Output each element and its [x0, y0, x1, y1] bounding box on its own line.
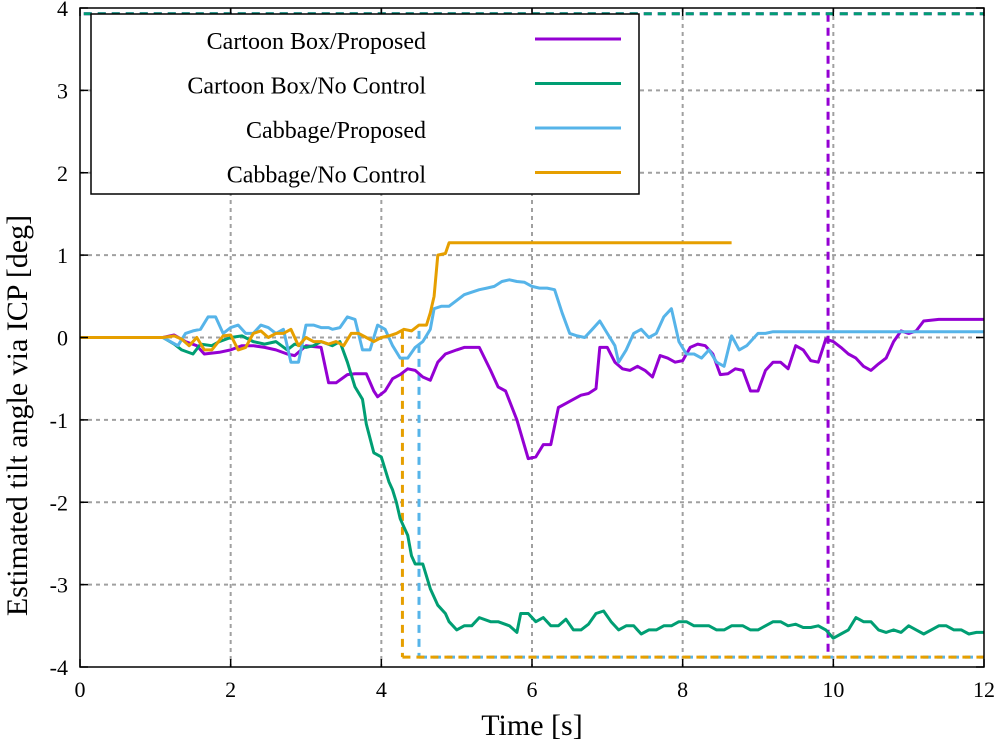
y-tick-label: -1	[50, 408, 68, 433]
x-tick-label: 6	[527, 677, 538, 702]
x-axis-title: Time [s]	[481, 709, 582, 741]
y-tick-label: -3	[50, 573, 68, 598]
x-tick-label: 4	[376, 677, 387, 702]
legend-label: Cartoon Box/Proposed	[207, 29, 426, 55]
series-line-3	[80, 241, 732, 352]
y-axis-title: Estimated tilt angle via ICP [deg]	[1, 215, 34, 616]
y-tick-label: 0	[57, 326, 68, 351]
series-line-1	[80, 334, 984, 640]
y-tick-label: -4	[50, 655, 68, 680]
x-tick-label: 12	[973, 677, 995, 702]
legend-label: Cabbage/Proposed	[246, 118, 426, 144]
series-lines	[80, 241, 984, 640]
legend-label: Cabbage/No Control	[227, 163, 427, 189]
x-tick-label: 0	[75, 677, 86, 702]
legend: Cartoon Box/Proposed Cartoon Box/No Contr…	[90, 13, 640, 195]
series-line-0	[80, 317, 984, 461]
y-tick-label: 4	[57, 0, 68, 21]
y-tick-label: 3	[57, 78, 68, 103]
series-line-2	[80, 278, 984, 368]
x-tick-label: 8	[677, 677, 688, 702]
y-tick-label: 1	[57, 243, 68, 268]
legend-label: Cartoon Box/No Control	[187, 74, 426, 100]
x-tick-label: 2	[225, 677, 236, 702]
legend-box	[90, 13, 640, 195]
y-tick-label: 2	[57, 161, 68, 186]
x-tick-label: 10	[822, 677, 844, 702]
y-tick-label: -2	[50, 490, 68, 515]
